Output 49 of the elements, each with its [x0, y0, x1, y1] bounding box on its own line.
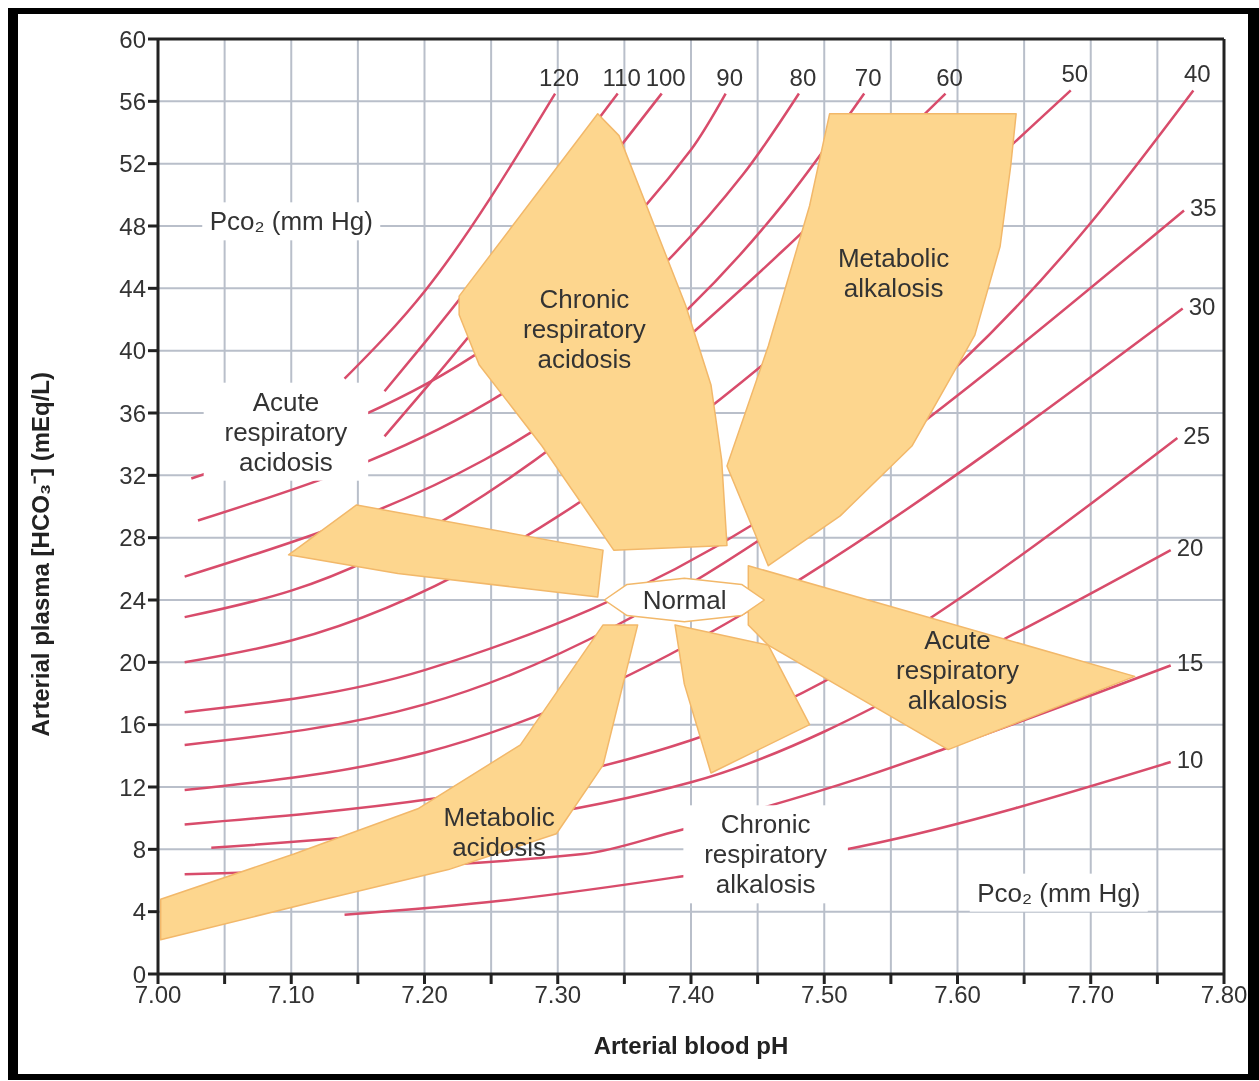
y-tick-label: 40 [119, 337, 146, 365]
series-label: 20 [1176, 534, 1204, 562]
y-tick-label: 28 [119, 524, 146, 552]
y-tick-label: 52 [119, 150, 146, 178]
annotation: Acute respiratory alkalosis [896, 625, 1019, 716]
annotation: Normal [642, 585, 727, 615]
annotation: Metabolic acidosis [443, 801, 555, 862]
series-label: 15 [1176, 649, 1204, 677]
series-label: 100 [645, 63, 686, 91]
y-tick-label: 60 [119, 25, 146, 53]
series-label: 60 [936, 63, 963, 91]
series-label: 90 [716, 63, 743, 91]
series-label: 25 [1183, 421, 1211, 449]
x-axis-title: Arterial blood pH [593, 1032, 789, 1059]
series-label: 110 [602, 63, 641, 91]
y-tick-label: 36 [119, 399, 146, 427]
x-tick-label: 7.50 [800, 981, 848, 1009]
y-tick-label: 16 [119, 711, 146, 739]
x-tick-label: 7.20 [401, 981, 448, 1009]
y-tick-label: 24 [119, 586, 146, 614]
x-tick-label: 7.80 [1200, 981, 1248, 1009]
x-tick-label: 7.40 [667, 981, 715, 1009]
series-label: 70 [854, 63, 882, 91]
series-label: 120 [539, 63, 580, 91]
y-tick-label: 8 [132, 835, 146, 863]
annotation: Chronic respiratory alkalosis [704, 809, 828, 900]
y-axis-title: Arterial plasma [HCO₃⁻] (mEq/L) [26, 372, 54, 737]
y-tick-label: 12 [119, 773, 146, 801]
annotation: Pco₂ (mm Hg) [977, 877, 1141, 908]
series-label: 10 [1176, 746, 1204, 774]
series-label: 40 [1184, 60, 1211, 88]
y-tick-label: 32 [119, 461, 146, 489]
series-label: 35 [1190, 194, 1217, 222]
y-tick-label: 56 [119, 87, 146, 115]
x-tick-label: 7.30 [534, 981, 582, 1009]
y-tick-label: 48 [119, 212, 146, 240]
annotation: Acute respiratory acidosis [224, 386, 348, 477]
series-label: 80 [789, 63, 817, 91]
series-label: 50 [1061, 60, 1089, 88]
annotation: Chronic respiratory acidosis [522, 283, 646, 374]
y-tick-label: 44 [119, 274, 146, 302]
x-tick-label: 7.10 [267, 981, 315, 1009]
series-label: 30 [1188, 292, 1216, 320]
x-tick-label: 7.70 [1067, 981, 1115, 1009]
y-tick-label: 20 [119, 648, 146, 676]
x-tick-label: 7.60 [934, 981, 981, 1009]
annotation: Pco₂ (mm Hg) [209, 206, 373, 237]
annotation: Metabolic alkalosis [837, 242, 950, 303]
y-tick-label: 4 [132, 898, 146, 926]
